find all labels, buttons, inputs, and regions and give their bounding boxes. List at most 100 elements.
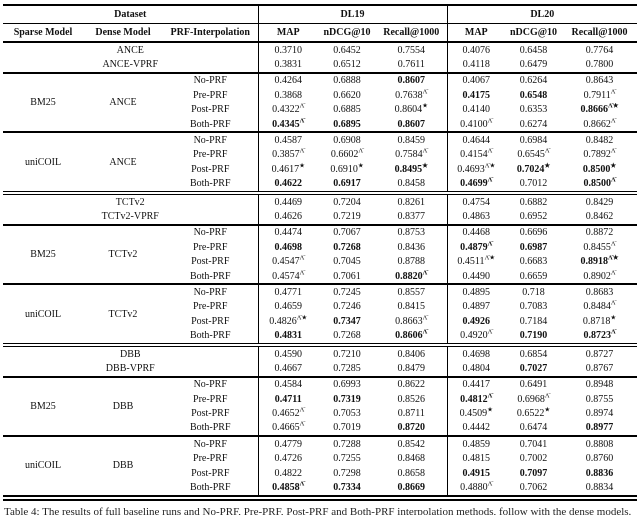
metric-cell: 0.7190 — [519, 330, 548, 342]
metric-cell: 0.8767 — [585, 362, 614, 374]
metric-cell: 0.7319 — [333, 393, 361, 405]
significance-marker-icon: Λ̄ — [487, 148, 493, 156]
metric-cell: 0.4926 — [446, 314, 506, 329]
metric-cell: 0.6908 — [318, 131, 376, 148]
metric-cell: 0.7045 — [333, 256, 361, 268]
metric-cell: 0.4815 — [446, 451, 506, 466]
metric-cell: 0.8663Λ̄ — [395, 314, 428, 327]
significance-marker-icon: Λ̄★ — [296, 314, 308, 322]
metric-cell: 0.6952 — [519, 210, 548, 222]
metric-cell: 0.8836 — [585, 467, 614, 479]
metric-cell: 0.6854 — [505, 342, 563, 362]
metric-cell: 0.7611 — [397, 59, 425, 71]
prf-row: BM25 DBB No-PRF 0.4584 0.6993 0.8622 0.4417 0.6… — [3, 375, 638, 437]
metric-cell: 0.6659 — [519, 270, 548, 282]
sparse-model-label: BM25 — [3, 375, 83, 437]
metric-cell: 0.8542 — [376, 435, 448, 452]
header-dl20: DL20 — [446, 5, 638, 24]
metric-cell: 0.8755 — [585, 393, 614, 405]
baseline-label: DBB-VPRF — [105, 362, 155, 374]
prf-row: uniCOIL DBB No-PRF 0.4779 0.7288 0.8542 0.4859… — [3, 435, 638, 498]
prf-row: Pre-PRF 0.3857Λ̄ 0.6602Λ̄ 0.7584Λ̄ 0.4154Λ̄ 0… — [3, 147, 637, 163]
metric-cell: 0.8753 — [376, 223, 448, 241]
metric-cell: 0.6545Λ̄ — [517, 148, 550, 161]
paper-page: Dataset DL19 DL20 Sparse Model Dense Mod… — [0, 4, 640, 515]
metric-cell: 0.4511Λ̄★ — [446, 254, 506, 269]
metric-cell: 0.8604★ — [394, 102, 428, 116]
metric-cell: 0.6491 — [505, 375, 563, 392]
prf-row: Both-PRF 0.4831 0.7268 0.8606Λ̄ 0.4920Λ̄ 0.71… — [3, 328, 637, 345]
metric-cell: 0.6548 — [519, 89, 548, 101]
baseline-row: TCTv2 0.4469 0.7204 0.8261 0.4754 0.6882 0.842… — [3, 190, 638, 210]
baseline-row: ANCE 0.3710 0.6452 0.7554 0.4076 0.6458 0.7764 — [3, 42, 637, 58]
prf-row: Pre-PRF 0.4698 0.7268 0.8436 0.4879Λ̄ 0.6987 0… — [3, 240, 637, 255]
metric-cell: 0.4100Λ̄ — [446, 116, 506, 133]
baseline-label: ANCE-VPRF — [102, 59, 159, 71]
metric-cell: 0.8683 — [562, 283, 638, 300]
metric-cell: 0.6993 — [318, 375, 376, 392]
prf-interpolation-label: Both-PRF — [189, 330, 231, 342]
metric-cell: 0.8669 — [397, 482, 426, 494]
significance-marker-icon: Λ̄ — [422, 328, 428, 336]
metric-cell: 0.4076 — [446, 42, 506, 58]
metric-cell: 0.4118 — [446, 57, 506, 73]
metric-cell: 0.4417 — [446, 375, 506, 392]
metric-cell: 0.8261 — [376, 190, 448, 210]
metric-cell: 0.6968Λ̄ — [517, 392, 550, 405]
prf-interpolation-label: Post-PRF — [191, 408, 230, 420]
sparse-model-label: uniCOIL — [3, 435, 83, 498]
metric-cell: 0.8482 — [562, 131, 638, 148]
column-header-prf-interpolation: PRF-Interpolation — [163, 23, 258, 43]
baseline-row: ANCE-VPRF 0.3831 0.6512 0.7611 0.4118 0.6479 0… — [3, 57, 637, 73]
metric-cell: 0.8429 — [562, 190, 638, 210]
metric-cell: 0.4822 — [257, 465, 318, 481]
metric-cell: 0.4590 — [257, 342, 318, 362]
metric-cell: 0.4920Λ̄ — [446, 328, 506, 345]
metric-cell: 0.4322Λ̄ — [257, 102, 318, 117]
metric-cell: 0.8455Λ̄ — [583, 240, 616, 253]
significance-marker-icon: Λ̄ — [610, 300, 616, 307]
metric-cell: 0.7911Λ̄ — [583, 88, 616, 101]
metric-cell: 0.6452 — [333, 44, 361, 56]
prf-interpolation-label: Post-PRF — [191, 163, 230, 175]
metric-cell: 0.6683 — [519, 256, 548, 268]
metric-cell: 0.7024★ — [516, 162, 551, 175]
metric-cell: 0.7002 — [519, 453, 548, 465]
metric-cell: 0.8820Λ̄ — [395, 269, 428, 282]
metric-cell: 0.4617★ — [257, 162, 318, 177]
metric-cell: 0.6458 — [519, 44, 548, 56]
metric-cell: 0.4693Λ̄★ — [446, 162, 506, 177]
prf-interpolation-label: No-PRF — [163, 131, 258, 148]
metric-cell: 0.6987 — [519, 241, 548, 253]
metric-cell: 0.6602Λ̄ — [330, 148, 364, 161]
prf-interpolation-label: Pre-PRF — [193, 89, 228, 101]
metric-cell: 0.7062 — [519, 482, 548, 494]
metric-cell: 0.4622 — [257, 176, 318, 193]
metric-cell: 0.4667 — [257, 361, 318, 377]
metric-cell: 0.6882 — [505, 190, 563, 210]
significance-marker-icon: Λ̄ — [422, 148, 428, 156]
significance-marker-icon: Λ̄ — [299, 117, 305, 125]
metric-cell: 0.4915 — [446, 465, 506, 481]
metric-cell: 0.6895 — [333, 118, 361, 130]
dense-model-label: DBB — [83, 435, 163, 498]
baseline-row: DBB 0.4590 0.7210 0.8406 0.4698 0.6854 0.8727 — [3, 342, 638, 362]
metric-cell: 0.4626 — [257, 209, 318, 225]
metric-cell: 0.4264 — [257, 71, 318, 89]
metric-cell: 0.4659 — [257, 299, 318, 315]
metric-cell: 0.3831 — [257, 57, 318, 73]
column-header-dense-model: Dense Model — [83, 23, 163, 43]
baseline-label: ANCE — [116, 44, 144, 56]
metric-cell: 0.7053 — [333, 408, 361, 420]
metric-cell: 0.8718★ — [582, 314, 617, 327]
prf-interpolation-label: Pre-PRF — [193, 301, 228, 313]
metric-cell: 0.8495★ — [394, 162, 428, 175]
prf-interpolation-label: No-PRF — [163, 71, 258, 89]
dense-model-label: ANCE — [83, 71, 163, 133]
prf-row: Both-PRF 0.4574Λ̄ 0.7061 0.8820Λ̄ 0.4490 0.66… — [3, 268, 637, 285]
metric-cell: 0.8834 — [585, 482, 614, 494]
metric-cell: 0.4574Λ̄ — [257, 268, 318, 285]
metric-cell: 0.4698 — [446, 342, 506, 362]
metric-cell: 0.8526 — [397, 393, 426, 405]
metric-cell: 0.4831 — [257, 328, 318, 345]
